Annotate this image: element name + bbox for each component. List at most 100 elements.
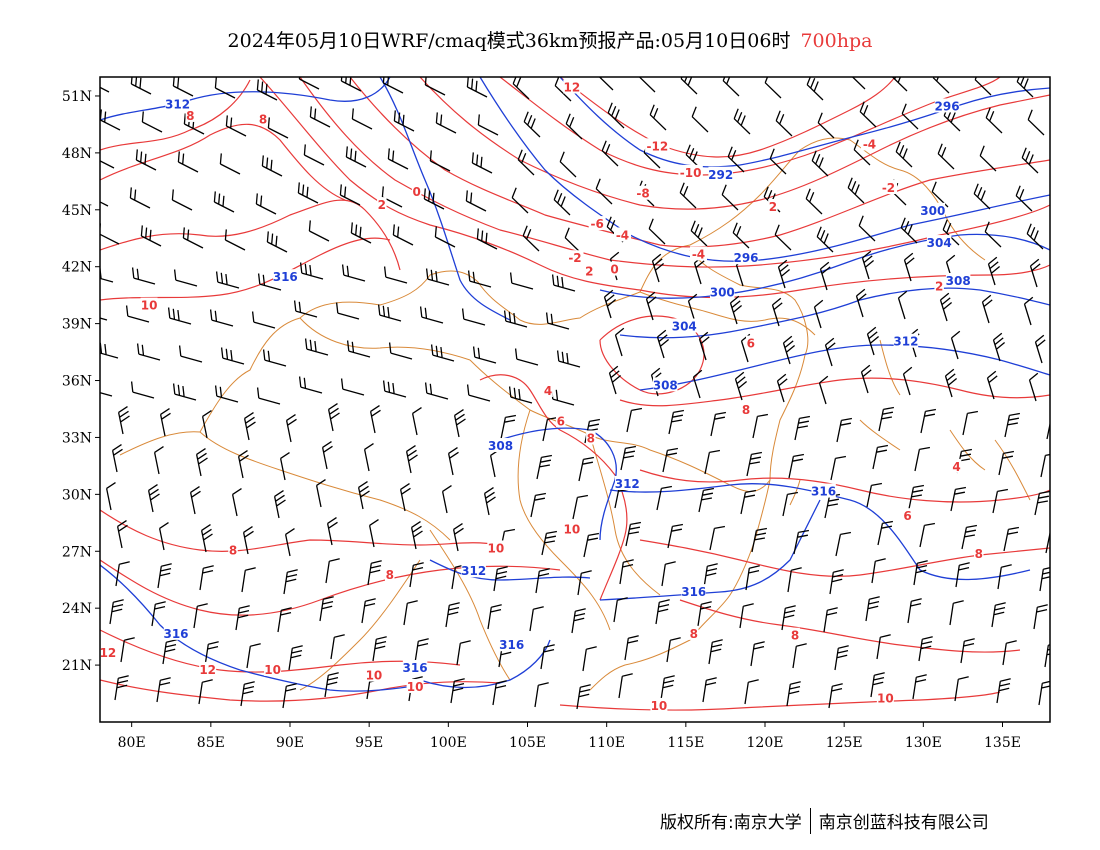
wind-barb	[656, 329, 670, 359]
wind-barb	[777, 259, 791, 289]
temperature-label-bg	[556, 413, 566, 428]
wind-barb	[1038, 680, 1050, 706]
wind-barb	[680, 77, 698, 95]
wind-barb	[467, 270, 492, 288]
wind-barb	[114, 675, 129, 701]
geopotential-label: 292	[708, 168, 733, 182]
temperature-label-bg	[902, 508, 913, 523]
wind-barb	[173, 269, 198, 287]
wind-barb	[153, 446, 164, 475]
title-level: 700hpa	[800, 30, 873, 52]
y-tick-label: 51N	[62, 89, 92, 105]
temperature-label: 8	[690, 627, 698, 641]
wind-barb	[877, 520, 894, 546]
geopotential-label: 312	[461, 564, 486, 578]
wind-barb	[405, 445, 418, 474]
wind-barb	[545, 312, 570, 330]
wind-barb	[350, 222, 372, 244]
wind-barb	[472, 346, 497, 364]
x-tick-label: 110E	[588, 735, 625, 751]
y-tick-label: 45N	[62, 203, 92, 219]
wind-barb	[140, 225, 162, 247]
wind-barb	[891, 77, 908, 92]
wind-barb	[171, 189, 193, 211]
wind-barb	[979, 145, 997, 172]
wind-barb	[830, 455, 847, 481]
temperature-label-bg	[609, 261, 620, 276]
temp-contour	[100, 237, 391, 301]
temperature-label-bg	[563, 79, 581, 94]
wind-barb	[651, 253, 665, 283]
geopotential-label: 312	[165, 98, 190, 112]
temperature-label-bg	[563, 521, 581, 536]
wind-barb	[429, 150, 451, 172]
wind-barb	[243, 412, 256, 441]
wind-barb	[476, 228, 498, 250]
wind-barb	[582, 646, 597, 672]
geopotential-label: 308	[946, 274, 971, 288]
geopotential-label: 316	[811, 485, 836, 499]
wind-barb	[702, 677, 717, 703]
wind-barb	[855, 288, 867, 318]
temp-contour	[100, 509, 501, 552]
wind-barb	[685, 144, 703, 171]
wind-barb	[193, 603, 208, 629]
wind-barb	[624, 635, 639, 661]
x-tick-label: 130E	[905, 735, 942, 751]
geopotential-label: 316	[403, 661, 428, 675]
wind-barb	[698, 331, 710, 361]
wind-barb	[752, 413, 769, 439]
wind-barb	[100, 317, 108, 321]
wind-barb	[776, 373, 788, 403]
wind-barb	[541, 530, 558, 556]
geopotential-label: 316	[499, 638, 524, 652]
province-lines	[199, 317, 771, 691]
wind-barb	[902, 366, 913, 396]
wind-barb	[985, 107, 1003, 134]
wind-barb	[157, 563, 172, 589]
geopotential-label-bg	[681, 584, 706, 599]
y-tick-label: 27N	[62, 544, 92, 560]
wind-barb	[613, 597, 628, 623]
temperature-label-bg	[140, 297, 158, 312]
wind-barb	[288, 645, 303, 671]
temperature-label: 2	[585, 265, 593, 279]
wind-barb	[851, 77, 866, 90]
wind-barb	[974, 77, 992, 96]
geopotential-label-bg	[615, 475, 640, 490]
wind-barb	[1034, 490, 1050, 516]
wind-barb	[914, 446, 931, 472]
wind-barb	[939, 292, 953, 322]
geopotential-label: 316	[681, 585, 706, 599]
temperature-label-bg	[746, 335, 756, 350]
wind-barb	[824, 337, 836, 367]
temp-contour	[599, 315, 705, 395]
x-tick-label: 135E	[984, 735, 1021, 751]
wind-barb	[733, 108, 751, 135]
wind-barb	[998, 450, 1015, 476]
wind-barb	[626, 407, 643, 433]
wind-barb	[992, 488, 1009, 514]
wind-barb	[1026, 223, 1044, 250]
wind-barb	[919, 522, 936, 548]
wind-barb	[293, 300, 318, 318]
temp-contour	[349, 77, 1050, 248]
wind-barb	[299, 262, 324, 280]
wind-barb	[522, 225, 540, 252]
wind-barb	[740, 489, 757, 515]
wind-barb	[200, 524, 213, 553]
temperature-label: 10	[877, 691, 894, 705]
geopotential-label: 316	[273, 270, 298, 284]
geo-contour	[599, 233, 1050, 299]
wind-barb	[679, 182, 697, 209]
wind-barb	[751, 527, 768, 553]
wind-barb	[908, 484, 925, 510]
temperature-label: 8	[742, 403, 750, 417]
wind-barb	[120, 637, 135, 663]
wind-barb	[704, 449, 721, 475]
wind-barb	[319, 596, 334, 622]
temperature-label-bg	[861, 136, 878, 151]
wind-barb	[816, 226, 834, 253]
wind-barb	[997, 564, 1012, 590]
